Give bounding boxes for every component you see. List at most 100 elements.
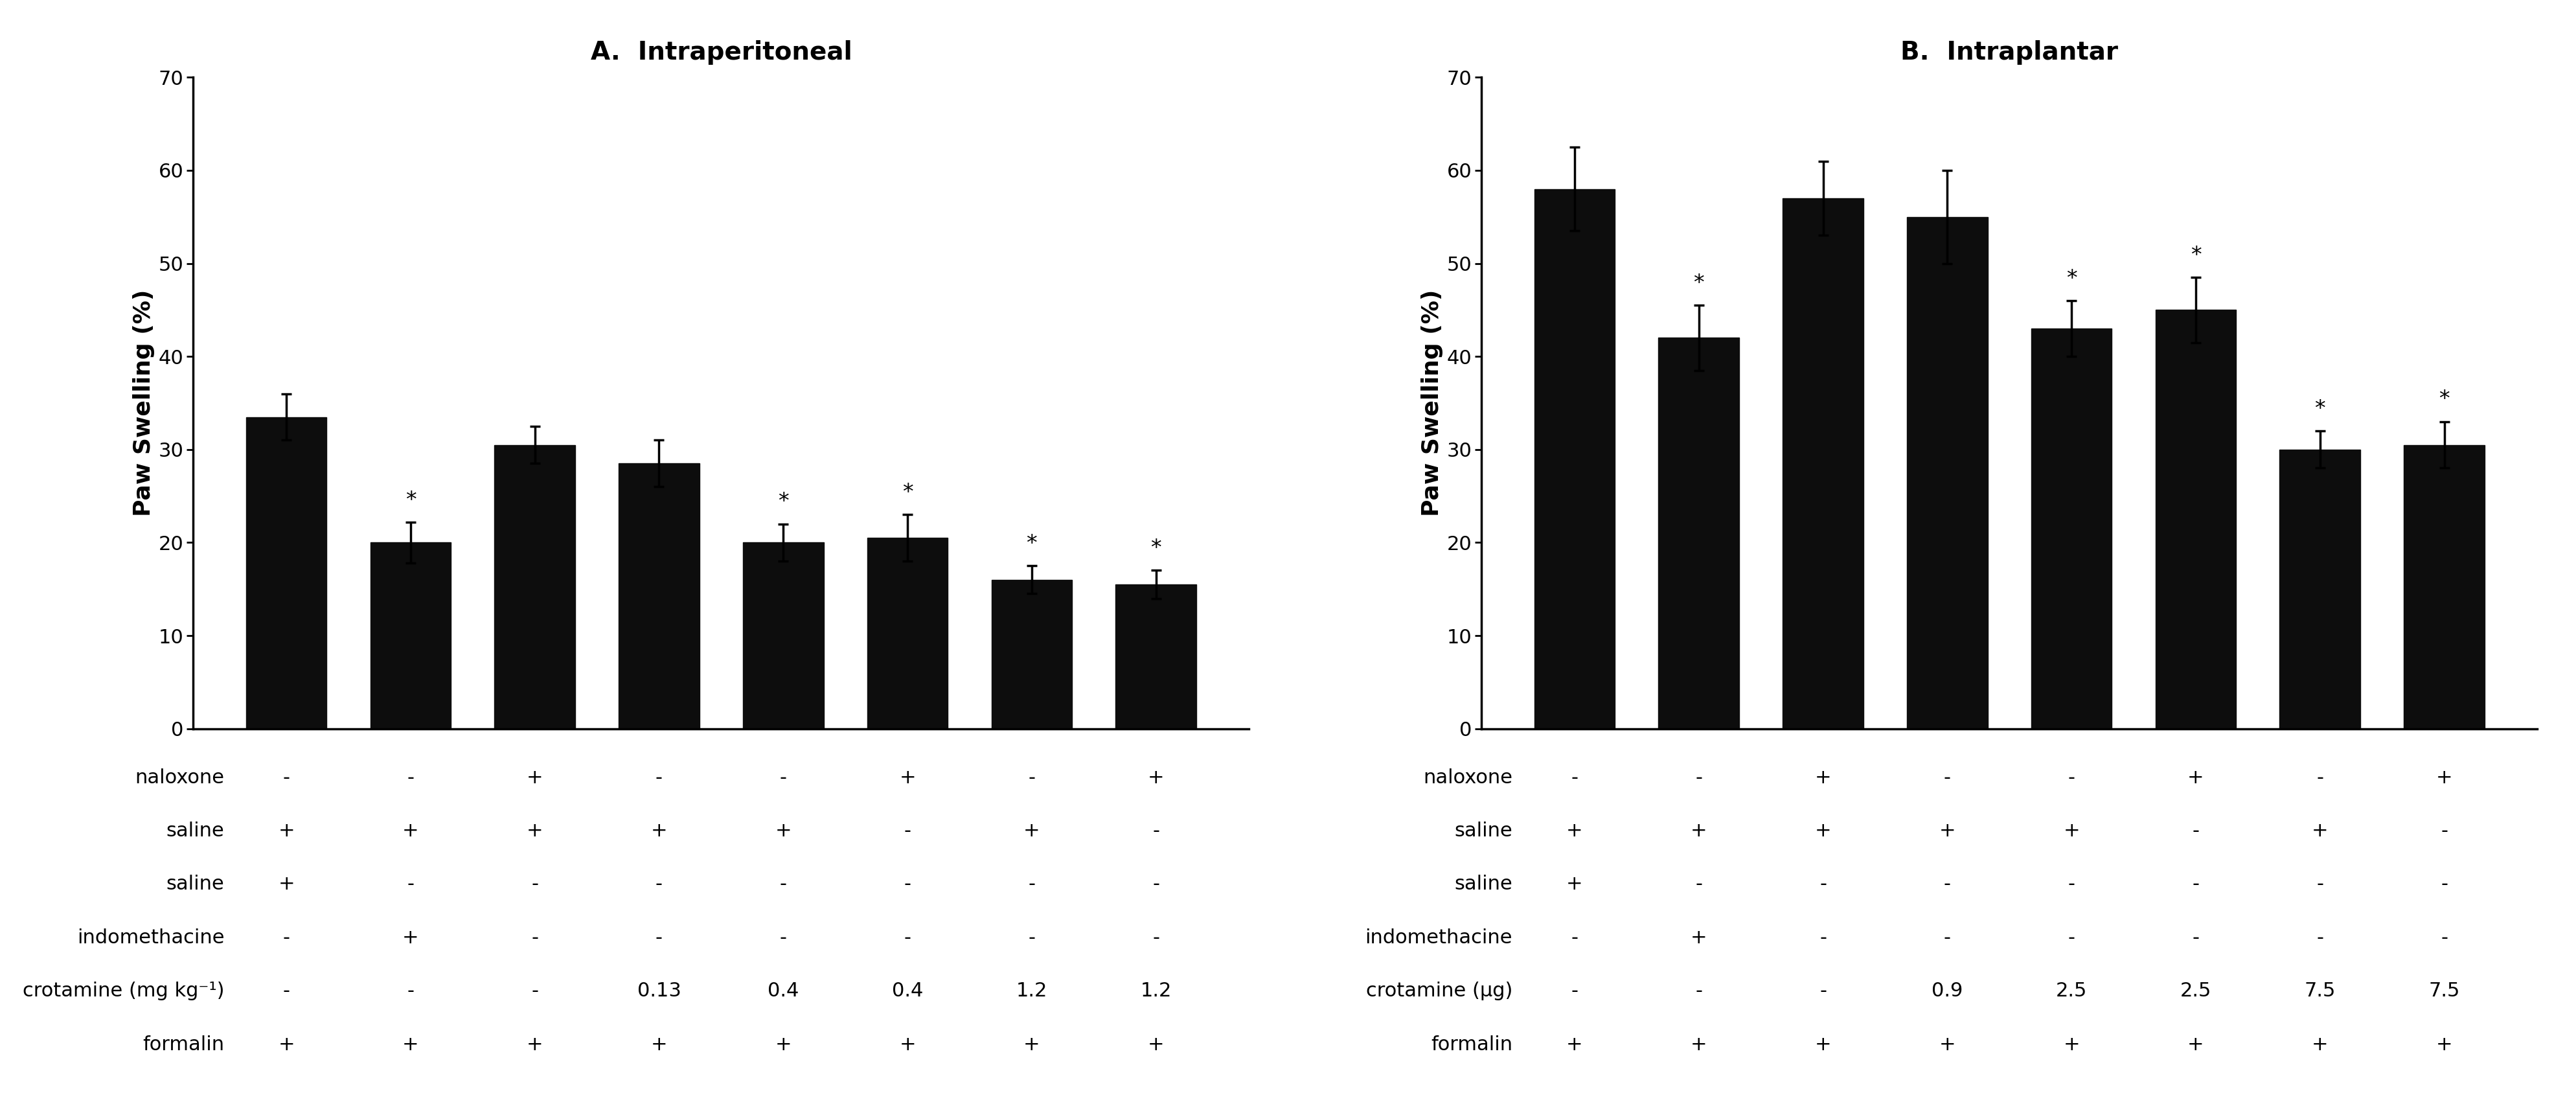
Text: -: - [1695, 981, 1703, 1000]
Y-axis label: Paw Swelling (%): Paw Swelling (%) [134, 289, 155, 517]
Text: 7.5: 7.5 [2306, 981, 2336, 1000]
Bar [2156, 310, 2236, 729]
Text: -: - [2316, 875, 2324, 894]
Text: -: - [407, 875, 415, 894]
Text: -: - [2439, 875, 2447, 894]
Text: -: - [2069, 768, 2076, 787]
Text: +: + [1690, 1036, 1708, 1054]
Text: saline: saline [165, 875, 224, 894]
Text: 0.4: 0.4 [768, 981, 799, 1000]
Text: *: * [902, 482, 912, 503]
Text: *: * [778, 491, 788, 512]
Bar [1659, 338, 1739, 729]
Title: A.  Intraperitoneal: A. Intraperitoneal [590, 40, 853, 64]
Text: -: - [1028, 875, 1036, 894]
Text: -: - [1945, 768, 1950, 787]
Text: +: + [775, 1036, 791, 1054]
Text: -: - [2192, 821, 2200, 840]
Text: +: + [1023, 1036, 1041, 1054]
Text: -: - [904, 875, 912, 894]
Text: -: - [1945, 928, 1950, 947]
Text: -: - [2316, 928, 2324, 947]
Text: +: + [2063, 1036, 2079, 1054]
Text: -: - [2439, 821, 2447, 840]
Text: +: + [1566, 1036, 1582, 1054]
Text: +: + [2311, 1036, 2329, 1054]
Text: -: - [283, 928, 291, 947]
Text: +: + [1814, 1036, 1832, 1054]
Text: +: + [2437, 1036, 2452, 1054]
Text: -: - [1028, 768, 1036, 787]
Text: -: - [407, 981, 415, 1000]
Text: +: + [2187, 768, 2205, 787]
Bar [245, 417, 327, 729]
Text: -: - [654, 928, 662, 947]
Text: *: * [2439, 389, 2450, 411]
Text: -: - [781, 875, 786, 894]
Text: naloxone: naloxone [1422, 768, 1512, 787]
Text: -: - [531, 928, 538, 947]
Text: +: + [526, 821, 544, 840]
Text: *: * [1025, 533, 1038, 554]
Text: naloxone: naloxone [134, 768, 224, 787]
Text: -: - [1945, 875, 1950, 894]
Text: +: + [278, 875, 294, 894]
Text: indomethacine: indomethacine [1365, 928, 1512, 947]
Text: -: - [531, 981, 538, 1000]
Text: -: - [2316, 768, 2324, 787]
Text: +: + [526, 1036, 544, 1054]
Text: +: + [1566, 821, 1582, 840]
Text: -: - [283, 981, 291, 1000]
Text: formalin: formalin [142, 1036, 224, 1054]
Text: *: * [1692, 273, 1705, 294]
Text: +: + [899, 1036, 917, 1054]
Text: -: - [1151, 928, 1159, 947]
Text: -: - [531, 875, 538, 894]
Text: -: - [283, 768, 291, 787]
Text: -: - [1151, 821, 1159, 840]
Text: saline: saline [1455, 821, 1512, 840]
Text: +: + [1149, 768, 1164, 787]
Text: -: - [1151, 875, 1159, 894]
Text: -: - [1695, 768, 1703, 787]
Text: 1.2: 1.2 [1141, 981, 1172, 1000]
Text: -: - [1819, 875, 1826, 894]
Text: *: * [1151, 538, 1162, 560]
Text: -: - [1819, 981, 1826, 1000]
Text: +: + [1814, 768, 1832, 787]
Text: +: + [402, 821, 420, 840]
Bar [1906, 216, 1989, 729]
Text: 0.9: 0.9 [1932, 981, 1963, 1000]
Text: -: - [1571, 928, 1579, 947]
Text: -: - [1571, 981, 1579, 1000]
Text: -: - [1695, 875, 1703, 894]
Text: +: + [1690, 928, 1708, 947]
Text: -: - [407, 768, 415, 787]
Text: saline: saline [165, 821, 224, 840]
Text: -: - [2069, 928, 2076, 947]
Text: +: + [652, 821, 667, 840]
Text: *: * [2316, 399, 2326, 420]
Text: +: + [1940, 821, 1955, 840]
Text: -: - [654, 768, 662, 787]
Text: 1.2: 1.2 [1015, 981, 1048, 1000]
Text: +: + [652, 1036, 667, 1054]
Text: -: - [904, 928, 912, 947]
Text: +: + [2437, 768, 2452, 787]
Text: +: + [1149, 1036, 1164, 1054]
Text: -: - [904, 821, 912, 840]
Text: +: + [2063, 821, 2079, 840]
Text: +: + [526, 768, 544, 787]
Text: +: + [1940, 1036, 1955, 1054]
Text: +: + [899, 768, 917, 787]
Text: saline: saline [1455, 875, 1512, 894]
Title: B.  Intraplantar: B. Intraplantar [1901, 40, 2117, 64]
Bar [1535, 189, 1615, 729]
Text: 0.4: 0.4 [891, 981, 922, 1000]
Text: -: - [1819, 928, 1826, 947]
Text: indomethacine: indomethacine [77, 928, 224, 947]
Text: +: + [278, 821, 294, 840]
Bar [2030, 329, 2112, 729]
Text: +: + [278, 1036, 294, 1054]
Bar [868, 538, 948, 729]
